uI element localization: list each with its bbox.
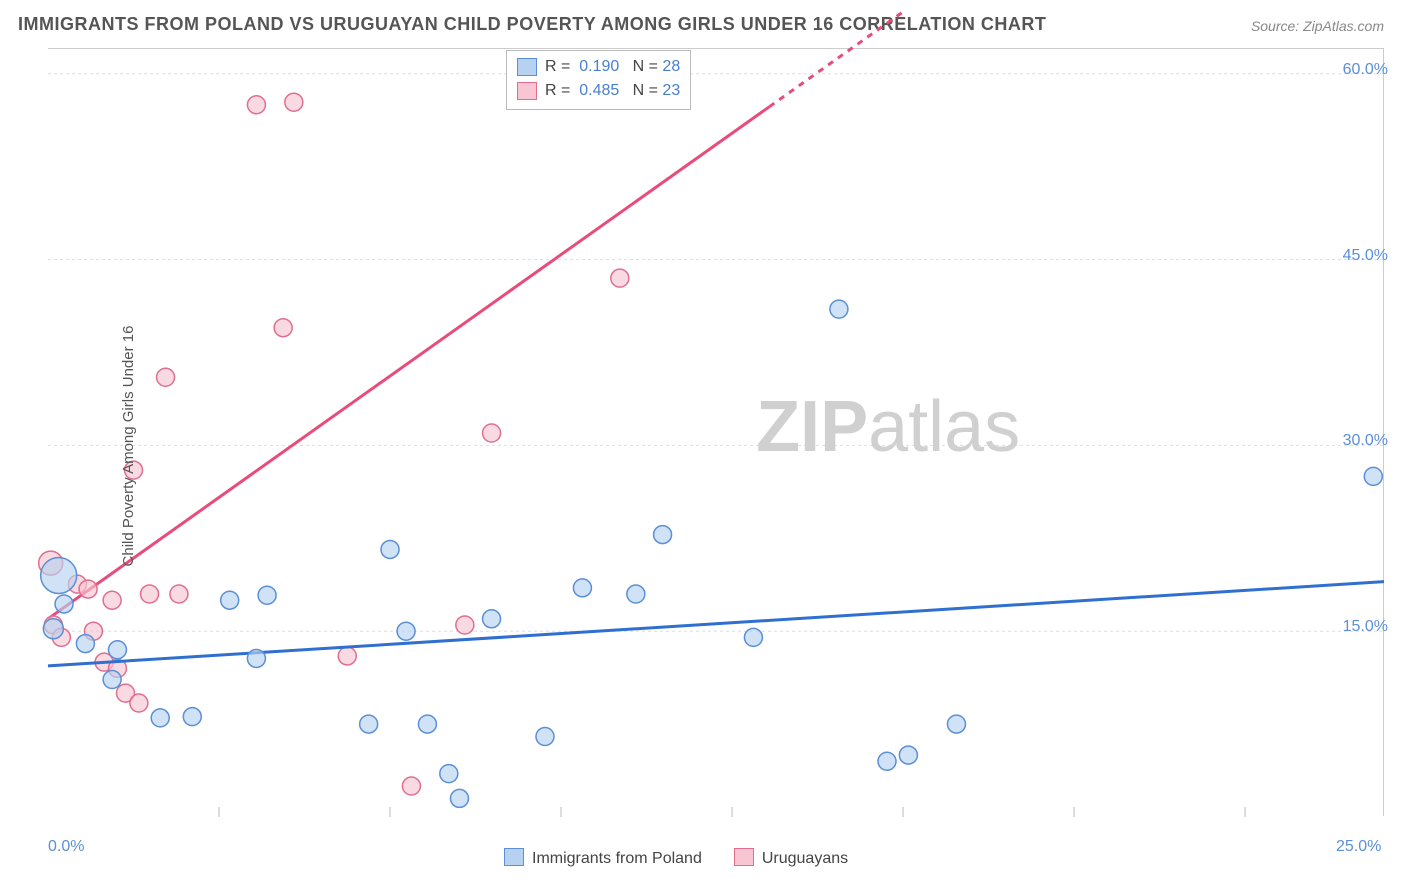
legend-swatch <box>734 848 754 866</box>
data-point <box>744 628 762 646</box>
legend-swatch <box>504 848 524 866</box>
data-point <box>360 715 378 733</box>
chart-title: IMMIGRANTS FROM POLAND VS URUGUAYAN CHIL… <box>18 14 1046 35</box>
data-point <box>573 579 591 597</box>
x-tick-label: 0.0% <box>48 838 84 856</box>
series-legend-label: Immigrants from Poland <box>532 850 702 867</box>
data-point <box>76 635 94 653</box>
data-point <box>151 709 169 727</box>
data-point <box>79 580 97 598</box>
data-point <box>418 715 436 733</box>
data-point <box>247 96 265 114</box>
data-point <box>878 752 896 770</box>
legend-stats: R = 0.485 N = 23 <box>545 82 680 100</box>
data-point <box>899 746 917 764</box>
data-point <box>247 649 265 667</box>
data-point <box>43 619 63 639</box>
data-point <box>947 715 965 733</box>
data-point <box>402 777 420 795</box>
data-point <box>830 300 848 318</box>
series-legend: Immigrants from Poland Uruguayans <box>504 848 848 868</box>
data-point <box>611 269 629 287</box>
data-point <box>108 641 126 659</box>
y-tick-label: 15.0% <box>1343 618 1388 636</box>
data-point <box>450 789 468 807</box>
data-point <box>381 540 399 558</box>
plot-area <box>48 48 1384 816</box>
data-point <box>183 708 201 726</box>
data-point <box>274 319 292 337</box>
legend-stats: R = 0.190 N = 28 <box>545 58 680 76</box>
data-point <box>55 595 73 613</box>
legend-swatch <box>517 82 537 100</box>
data-point <box>483 424 501 442</box>
correlation-legend: R = 0.190 N = 28 R = 0.485 N = 23 <box>506 50 691 110</box>
y-tick-label: 45.0% <box>1343 247 1388 265</box>
data-point <box>130 694 148 712</box>
data-point <box>285 93 303 111</box>
chart-svg <box>48 49 1383 816</box>
y-tick-label: 30.0% <box>1343 432 1388 450</box>
data-point <box>440 765 458 783</box>
y-tick-label: 60.0% <box>1343 61 1388 79</box>
data-point <box>338 647 356 665</box>
x-tick-label: 25.0% <box>1336 838 1381 856</box>
legend-row: R = 0.190 N = 28 <box>517 55 680 79</box>
data-point <box>157 368 175 386</box>
y-axis-label: Child Poverty Among Girls Under 16 <box>120 326 137 567</box>
legend-swatch <box>517 58 537 76</box>
data-point <box>397 622 415 640</box>
data-point <box>536 727 554 745</box>
data-point <box>654 526 672 544</box>
data-point <box>221 591 239 609</box>
data-point <box>41 557 77 593</box>
data-point <box>141 585 159 603</box>
data-point <box>456 616 474 634</box>
data-point <box>103 591 121 609</box>
series-legend-label: Uruguayans <box>762 850 848 867</box>
data-point <box>103 671 121 689</box>
source-attribution: Source: ZipAtlas.com <box>1251 18 1384 34</box>
data-point <box>258 586 276 604</box>
series-legend-item: Immigrants from Poland <box>504 848 702 868</box>
data-point <box>1364 467 1382 485</box>
data-point <box>627 585 645 603</box>
data-point <box>483 610 501 628</box>
data-point <box>170 585 188 603</box>
series-legend-item: Uruguayans <box>734 848 848 868</box>
legend-row: R = 0.485 N = 23 <box>517 79 680 103</box>
